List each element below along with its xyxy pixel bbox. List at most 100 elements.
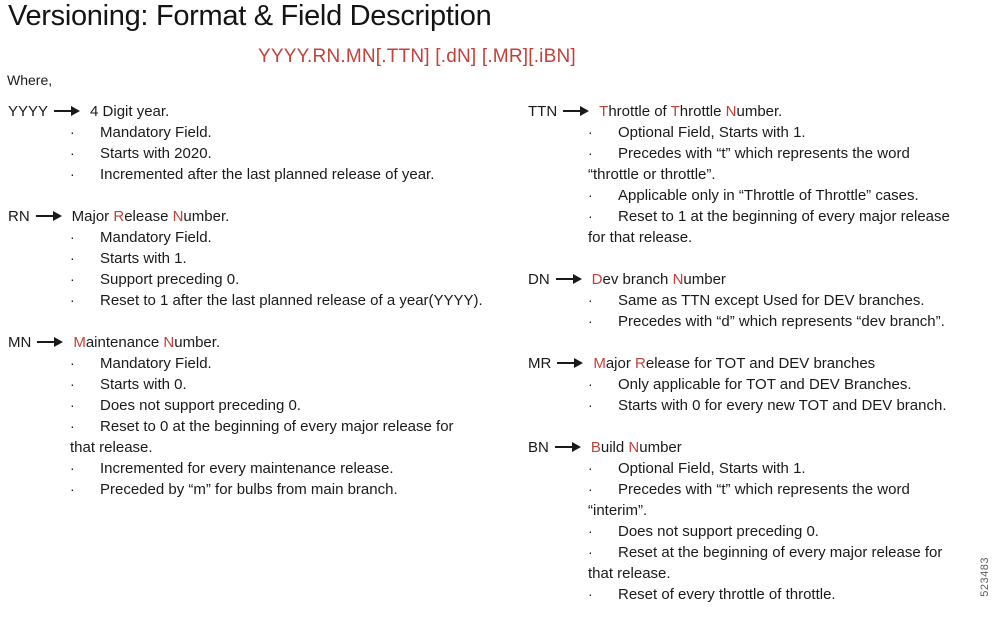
bullet-text: Precedes with “d” which represents “dev … (618, 313, 945, 330)
section-heading: MR Major Release for TOT and DEV branches (528, 353, 990, 374)
bullet-item: · Support preceding 0. (70, 269, 523, 290)
heading-segment: aintenance (85, 334, 164, 351)
bullet-item: · Optional Field, Starts with 1. (588, 458, 990, 479)
bullet-item: · Mandatory Field. (70, 122, 523, 143)
bullet-dot-icon: · (70, 397, 75, 413)
bullet-text: Starts with 1. (100, 250, 187, 267)
bullet-text: Support preceding 0. (100, 271, 240, 288)
heading-segment: B (590, 439, 601, 456)
arrow-right-icon (554, 441, 581, 452)
section-heading: DN Dev branch Number (528, 269, 990, 290)
bullet-dot-icon: · (588, 586, 593, 602)
bullet-text: Only applicable for TOT and DEV Branches… (618, 376, 912, 393)
bullet-item: · Precedes with “t” which represents the … (588, 143, 990, 185)
heading-segment: umber. (174, 334, 221, 351)
bullet-dot-icon: · (70, 355, 75, 371)
section-yyyy: YYYY 4 Digit year. · Mandatory Field. · Start… (8, 101, 523, 185)
bullet-dot-icon: · (70, 460, 75, 476)
section-title: Major Release Number. (72, 208, 230, 225)
bullet-text: Mandatory Field. (100, 229, 212, 246)
section-title: Throttle of Throttle Number. (599, 103, 782, 120)
section-label: MR (528, 355, 552, 372)
bullet-text: Starts with 2020. (100, 145, 212, 162)
heading-segment: D (591, 271, 603, 288)
page-title: Versioning: Format & Field Description (8, 0, 492, 32)
bullet-list: · Same as TTN except Used for DEV branche… (588, 290, 990, 332)
bullet-item: · Starts with 2020. (70, 143, 523, 164)
bullet-dot-icon: · (70, 124, 75, 140)
bullet-text: Incremented for every maintenance releas… (100, 460, 394, 477)
column-left: YYYY 4 Digit year. · Mandatory Field. · Start… (8, 101, 523, 521)
heading-segment: elease for TOT and DEV branches (645, 355, 876, 372)
bullet-dot-icon: · (588, 460, 593, 476)
bullet-dot-icon: · (588, 208, 593, 224)
heading-segment: uild (600, 439, 629, 456)
bullet-list: · Optional Field, Starts with 1. · Precedes… (588, 458, 990, 605)
bullet-item: · Reset to 1 after the last planned relea… (70, 290, 523, 311)
section-label: BN (528, 439, 549, 456)
section-rn: RN Major Release Number. · Mandatory Field.… (8, 206, 523, 311)
bullet-text: Optional Field, Starts with 1. (618, 460, 806, 477)
section-heading: BN Build Number (528, 437, 990, 458)
section-label: MN (8, 334, 32, 351)
bullet-item: · Precedes with “d” which represents “dev… (588, 311, 990, 332)
heading-segment: hrottle (679, 103, 726, 120)
bullet-list: · Only applicable for TOT and DEV Branche… (588, 374, 990, 416)
bullet-dot-icon: · (70, 145, 75, 161)
bullet-item: · Preceded by “m” for bulbs from main bra… (70, 479, 523, 500)
heading-segment: T (599, 103, 609, 120)
section-label: DN (528, 271, 550, 288)
arrow-right-icon (54, 105, 81, 116)
section-heading: TTN Throttle of Throttle Number. (528, 101, 990, 122)
arrow-right-icon (555, 273, 582, 284)
bullet-item: · Reset to 1 at the beginning of every ma… (588, 206, 990, 248)
bullet-text: Mandatory Field. (100, 355, 212, 372)
arrow-right-icon (35, 210, 62, 221)
bullet-dot-icon: · (588, 292, 593, 308)
bullet-item: · Same as TTN except Used for DEV branche… (588, 290, 990, 311)
bullet-text: Applicable only in “Throttle of Throttle… (618, 187, 919, 204)
bullet-item: · Optional Field, Starts with 1. (588, 122, 990, 143)
section-label: TTN (528, 103, 558, 120)
bullet-dot-icon: · (70, 271, 75, 287)
section-label: RN (8, 208, 30, 225)
heading-segment: N (172, 208, 184, 225)
bullet-text: Same as TTN except Used for DEV branches… (618, 292, 925, 309)
heading-segment: umber (639, 439, 682, 456)
bullet-item: · Incremented for every maintenance relea… (70, 458, 523, 479)
heading-segment: T (670, 103, 680, 120)
heading-segment: elease (124, 208, 173, 225)
bullet-dot-icon: · (70, 481, 75, 497)
section-bn: BN Build Number · Optional Field, Starts wi… (528, 437, 990, 605)
heading-segment: ev branch (602, 271, 673, 288)
bullet-item: · Mandatory Field. (70, 227, 523, 248)
bullet-text: Incremented after the last planned relea… (100, 166, 435, 183)
section-mn: MN Maintenance Number. · Mandatory Field. · S… (8, 332, 523, 500)
heading-segment: N (628, 439, 640, 456)
bullet-text: Reset to 1 at the beginning of every maj… (588, 208, 950, 246)
bullet-dot-icon: · (588, 145, 593, 161)
bullet-item: · Does not support preceding 0. (70, 395, 523, 416)
bullet-text: Reset at the beginning of every major re… (588, 544, 943, 582)
bullet-text: Does not support preceding 0. (100, 397, 301, 414)
bullet-dot-icon: · (588, 313, 593, 329)
bullet-text: Does not support preceding 0. (618, 523, 819, 540)
version-format-string: YYYY.RN.MN[.TTN] [.dN] [.MR][.iBN] (258, 46, 576, 67)
heading-segment: ajor (605, 355, 636, 372)
section-label: YYYY (8, 103, 49, 120)
bullet-text: Reset to 0 at the beginning of every maj… (70, 418, 454, 456)
bullet-item: · Reset of every throttle of throttle. (588, 584, 990, 605)
bullet-item: · Does not support preceding 0. (588, 521, 990, 542)
bullet-dot-icon: · (588, 523, 593, 539)
heading-segment: R (635, 355, 646, 372)
bullet-text: Precedes with “t” which represents the w… (588, 481, 910, 519)
bullet-dot-icon: · (70, 376, 75, 392)
bullet-text: Starts with 0 for every new TOT and DEV … (618, 397, 947, 414)
bullet-dot-icon: · (588, 481, 593, 497)
where-label: Where, (7, 72, 53, 88)
bullet-dot-icon: · (70, 166, 75, 182)
heading-segment: N (163, 334, 175, 351)
bullet-dot-icon: · (588, 544, 593, 560)
bullet-text: Preceded by “m” for bulbs from main bran… (100, 481, 398, 498)
section-heading: RN Major Release Number. (8, 206, 523, 227)
